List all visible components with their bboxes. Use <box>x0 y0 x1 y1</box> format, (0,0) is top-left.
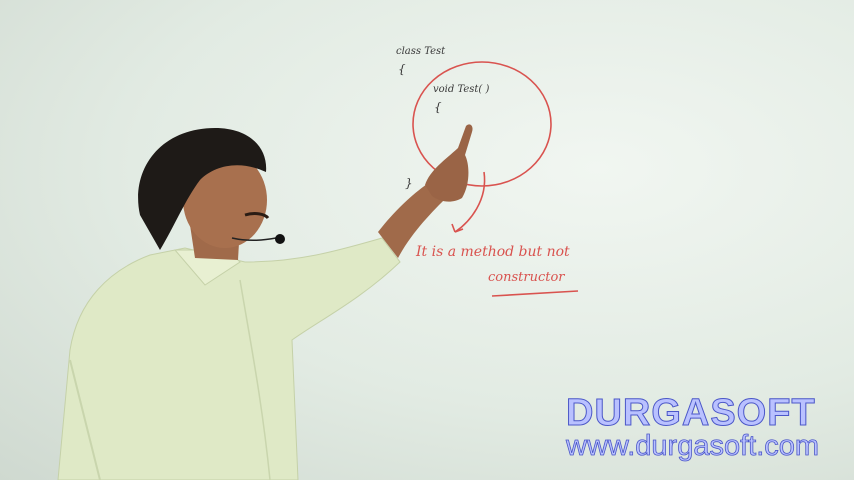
presenter <box>57 124 473 480</box>
presenter-arm <box>378 182 448 258</box>
presenter-hair <box>138 128 267 250</box>
red-underline <box>491 290 579 297</box>
note-text-line-2: constructor <box>488 270 565 285</box>
presenter-shirt <box>57 237 401 480</box>
url-watermark: www.durgasoft.com <box>566 430 820 463</box>
brand-watermark: DURGASOFT <box>566 392 816 435</box>
note-text-line-1: It is a method but not <box>416 244 570 260</box>
microphone <box>275 234 285 244</box>
method-open-brace: { <box>434 100 442 114</box>
class-close-brace: } <box>405 176 413 190</box>
red-circle-annotation <box>412 61 552 187</box>
class-declaration-text: class Test <box>396 46 446 57</box>
class-open-brace: { <box>398 62 406 76</box>
method-declaration-text: void Test( ) <box>433 84 490 95</box>
red-arrow-annotation <box>454 171 486 233</box>
presenter-hand <box>425 124 473 202</box>
